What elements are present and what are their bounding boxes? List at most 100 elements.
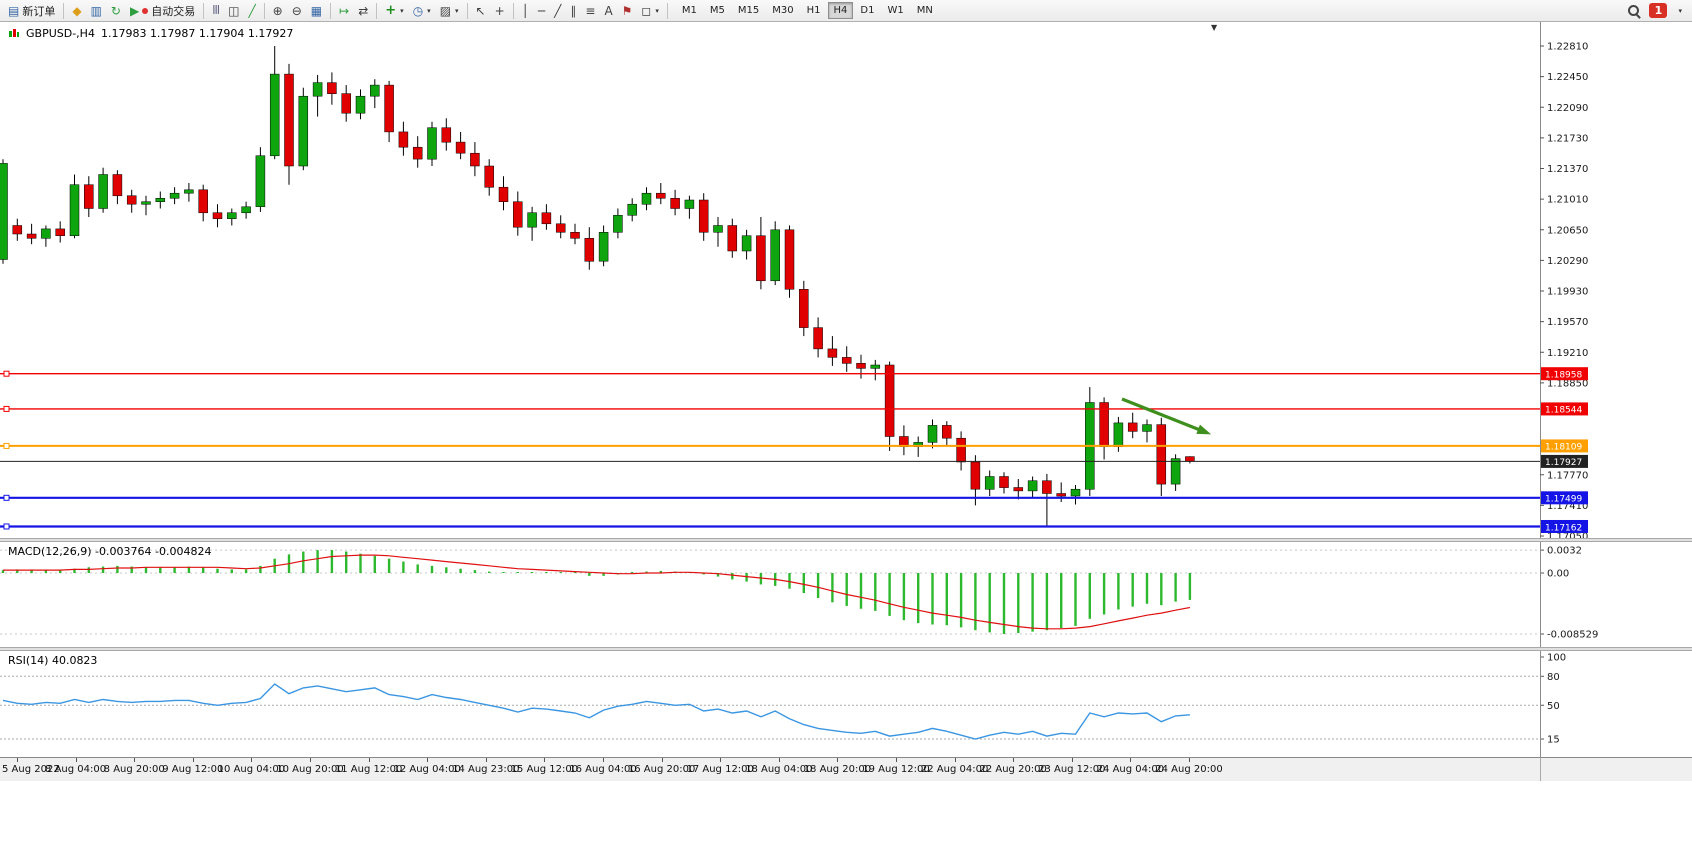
- time-axis-label: 18 Aug 04:00: [745, 764, 813, 775]
- line-chart-button[interactable]: ╱: [244, 1, 259, 20]
- line-anchor[interactable]: [3, 523, 10, 530]
- fibonacci-tool-button[interactable]: ≡: [581, 1, 599, 20]
- periods-button[interactable]: ◷ ▾: [409, 1, 435, 20]
- candle: [155, 198, 166, 202]
- line-anchor[interactable]: [3, 370, 10, 377]
- price-axis-label: 1.21370: [1547, 164, 1588, 175]
- time-axis-label: 24 Aug 20:00: [1155, 764, 1223, 775]
- toolbar-separator: [512, 2, 514, 19]
- crosshair-tool-button[interactable]: +: [491, 1, 509, 20]
- price-axis-label: 1.17410: [1547, 501, 1588, 512]
- timeframe-button-m30[interactable]: M30: [766, 2, 799, 19]
- cursor-tool-button[interactable]: ↖: [472, 1, 490, 20]
- candle: [598, 232, 609, 262]
- text-tool-button[interactable]: A: [600, 1, 616, 20]
- time-axis-tick: [192, 758, 194, 762]
- line-anchor[interactable]: [3, 405, 10, 412]
- candle: [541, 212, 552, 225]
- data-window-icon: ▥: [90, 3, 102, 18]
- trend-arrow[interactable]: [1121, 397, 1201, 432]
- timeframe-button-m1[interactable]: M1: [676, 2, 703, 19]
- svg-text:1.17499: 1.17499: [1545, 495, 1582, 505]
- search-button[interactable]: [1624, 1, 1643, 20]
- horizontal-line-tool-button[interactable]: ─: [534, 1, 549, 20]
- toolbar-overflow-button[interactable]: ▾: [1673, 1, 1686, 20]
- zoom-out-button[interactable]: ⊖: [288, 1, 306, 20]
- candle: [1185, 456, 1195, 462]
- candle: [927, 425, 938, 443]
- template-icon: ▨: [439, 3, 452, 18]
- candle: [455, 141, 466, 154]
- candle: [255, 155, 266, 207]
- indicators-button[interactable]: + ▾: [381, 1, 407, 20]
- svg-text:1.18544: 1.18544: [1545, 406, 1582, 416]
- auto-trading-button[interactable]: ▶ 自动交易: [126, 1, 199, 20]
- new-order-button[interactable]: ▤ 新订单: [4, 1, 59, 20]
- zoom-in-button[interactable]: ⊕: [269, 1, 287, 20]
- line-anchor[interactable]: [3, 442, 10, 449]
- panel-separator[interactable]: [0, 647, 1692, 651]
- notification-badge[interactable]: 1: [1649, 3, 1668, 18]
- candle: [713, 225, 723, 233]
- candle: [427, 127, 437, 160]
- trendline-tool-button[interactable]: ╱: [550, 1, 565, 20]
- templates-button[interactable]: ▨ ▾: [436, 1, 463, 20]
- auto-scroll-button[interactable]: ↦: [335, 1, 353, 20]
- candle: [169, 192, 180, 199]
- timeframe-button-w1[interactable]: W1: [881, 2, 909, 19]
- trend-arrow-head: [1196, 424, 1212, 435]
- candle: [370, 84, 380, 97]
- candle: [741, 235, 752, 252]
- timeframe-button-mn[interactable]: MN: [911, 2, 939, 19]
- chart-shift-icon: ⇄: [358, 3, 369, 18]
- tile-windows-button[interactable]: ▦: [307, 1, 326, 20]
- time-axis[interactable]: 5 Aug 2022 8 Aug 04:00 8 Aug 20:00 9 Aug 12…: [0, 757, 1692, 781]
- market-watch-button[interactable]: ◆: [68, 1, 85, 20]
- time-axis-label: 15 Aug 12:00: [510, 764, 579, 775]
- candle: [942, 425, 952, 439]
- chart-shift-marker[interactable]: ▼: [1211, 23, 1218, 32]
- timeframe-button-d1[interactable]: D1: [854, 2, 880, 19]
- chart-shift-button[interactable]: ⇄: [354, 1, 372, 20]
- time-axis-tick: [485, 758, 487, 762]
- auto-scroll-icon: ↦: [339, 3, 350, 18]
- candle: [984, 476, 995, 490]
- candle-chart-button[interactable]: ◫: [224, 1, 243, 20]
- timeframe-button-m15[interactable]: M15: [732, 2, 765, 19]
- candle: [198, 189, 208, 214]
- candle: [355, 95, 366, 114]
- time-axis-label: 24 Aug 04:00: [1096, 764, 1165, 775]
- rsi-chart[interactable]: 100 80 50 15: [0, 651, 1692, 757]
- channel-tool-button[interactable]: ∥: [566, 1, 580, 20]
- candle: [555, 223, 566, 233]
- candle: [827, 348, 838, 358]
- macd-chart[interactable]: 0.0032 0.00 -0.008529: [0, 542, 1692, 647]
- candle: [398, 131, 409, 148]
- label-tool-button[interactable]: ⚑: [618, 1, 637, 20]
- timeframe-button-m5[interactable]: M5: [704, 2, 731, 19]
- time-axis-label: 18 Aug 20:00: [803, 764, 872, 775]
- horizontal-line-icon: ─: [537, 3, 546, 18]
- shapes-tool-button[interactable]: ◻ ▾: [637, 1, 662, 20]
- data-window-button[interactable]: ▥: [87, 1, 106, 20]
- navigator-button[interactable]: ↻: [107, 1, 125, 20]
- price-badge: [1541, 519, 1588, 533]
- candle: [841, 357, 852, 364]
- panel-separator[interactable]: [0, 538, 1692, 542]
- axis-corner-line: [1540, 758, 1541, 781]
- bar-chart-button[interactable]: |||: [208, 1, 223, 20]
- candle: [327, 82, 337, 94]
- time-axis-label: 9 Aug 12:00: [162, 764, 224, 775]
- toolbar: ▤ 新订单 ◆ ▥ ↻ ▶ 自动交易 ||| ◫ ╱ ⊕: [0, 0, 1692, 22]
- vertical-line-tool-button[interactable]: │: [518, 1, 533, 20]
- timeframe-button-h1[interactable]: H1: [801, 2, 827, 19]
- price-axis-label: 1.19570: [1547, 317, 1588, 328]
- main-chart[interactable]: 1.22810 1.22450 1.22090 1.21730 1.21370 1.210…: [0, 22, 1692, 538]
- candle: [799, 289, 809, 328]
- candle: [441, 127, 452, 143]
- timeframe-button-h4[interactable]: H4: [827, 2, 854, 19]
- line-anchor[interactable]: [3, 494, 10, 501]
- label-flag-icon: ⚑: [621, 3, 633, 18]
- auto-trading-label: 自动交易: [151, 4, 196, 18]
